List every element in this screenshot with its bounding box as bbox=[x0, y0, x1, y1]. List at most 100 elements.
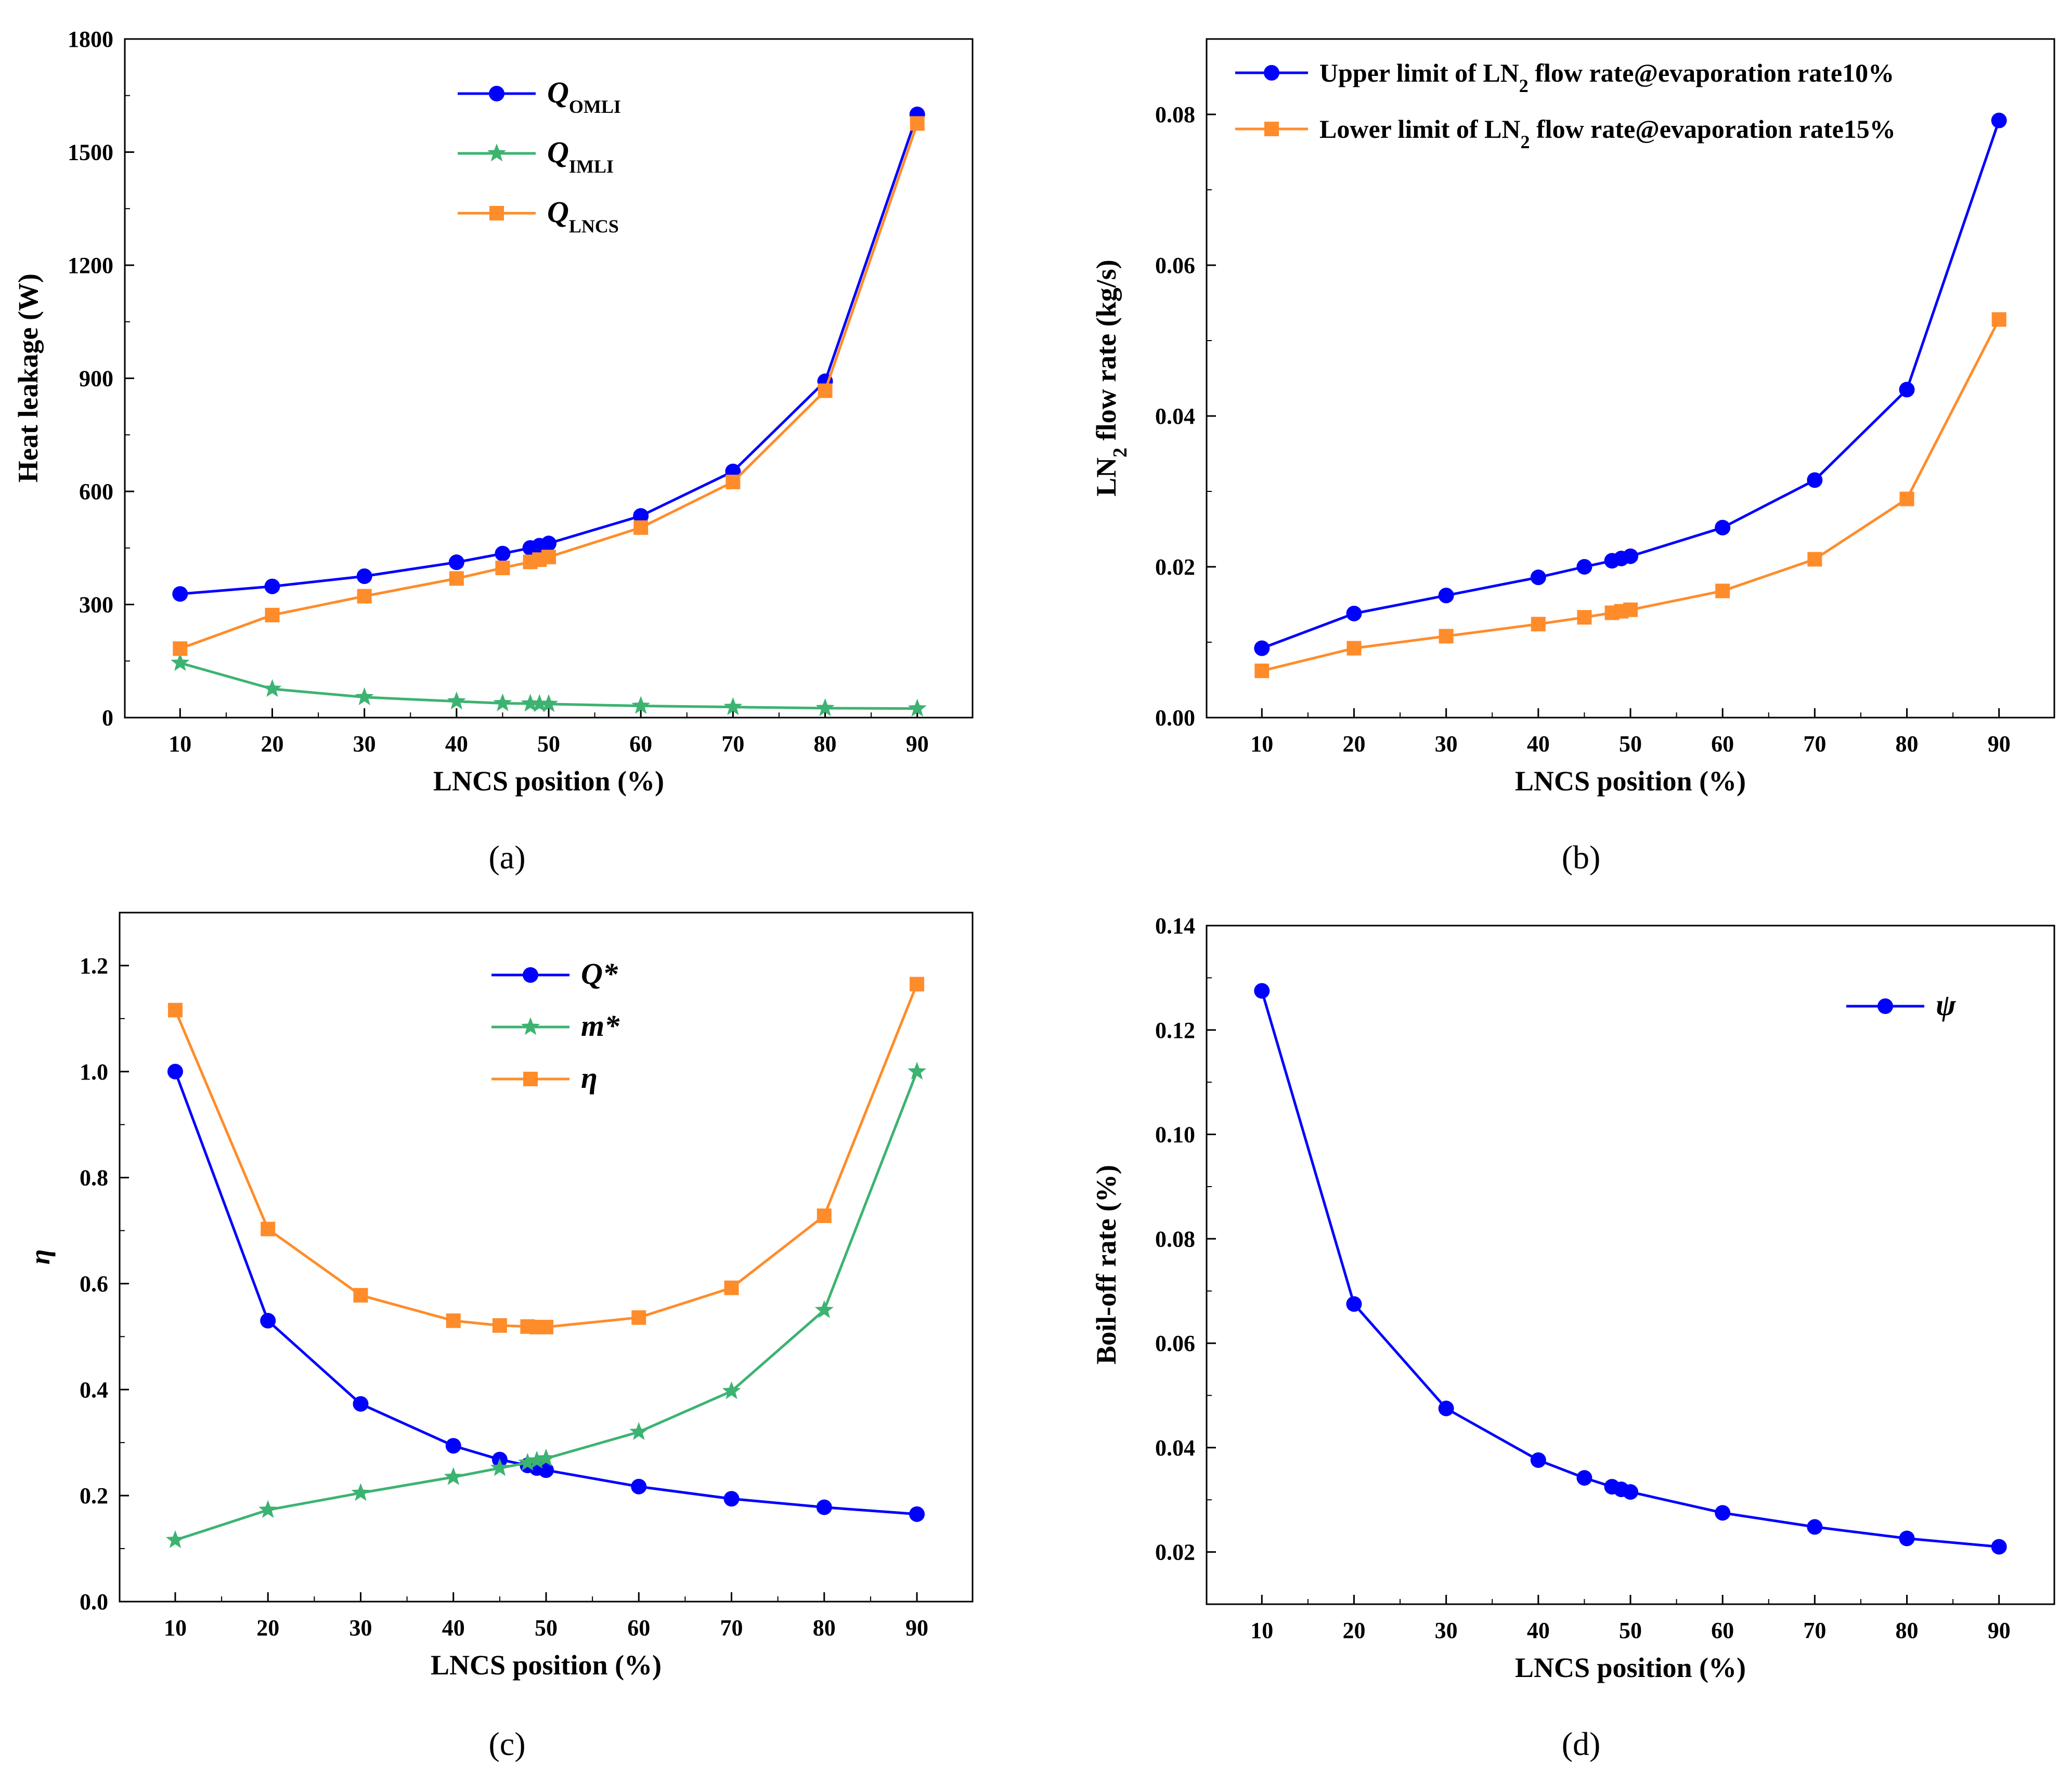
data-point bbox=[1576, 1470, 1592, 1486]
legend-label-main: Q bbox=[547, 135, 569, 169]
data-point bbox=[1623, 602, 1638, 617]
panel-label: (b) bbox=[1562, 839, 1601, 876]
legend-label-sub: 2 bbox=[1521, 132, 1530, 152]
data-point bbox=[722, 1381, 741, 1399]
y-tick-label: 600 bbox=[79, 479, 113, 504]
data-point bbox=[446, 1313, 461, 1328]
chart-panel-2: 10 20 30 40 50 60 70 80 90 0.0 0.2 0.4 0.6 0.8 1.0 1.2 L… bbox=[24, 912, 974, 1762]
data-point bbox=[1576, 559, 1592, 575]
series-line bbox=[1261, 120, 2001, 649]
series-line bbox=[1260, 990, 1999, 1549]
series-line bbox=[1261, 319, 2000, 672]
legend-label-sub: IMLI bbox=[569, 156, 614, 177]
data-point bbox=[1715, 583, 1730, 599]
y-tick-label: 0.02 bbox=[1155, 1540, 1195, 1565]
series-0 bbox=[172, 107, 925, 602]
legend-label: QIMLI bbox=[547, 135, 614, 177]
data-point bbox=[521, 694, 540, 712]
data-point bbox=[723, 1491, 740, 1507]
x-tick-label: 50 bbox=[1619, 1618, 1642, 1643]
data-point bbox=[495, 545, 511, 562]
data-point bbox=[444, 1467, 463, 1485]
data-point bbox=[817, 1208, 832, 1223]
data-point bbox=[492, 1318, 507, 1333]
y-tick-label: 300 bbox=[79, 592, 113, 618]
legend-marker bbox=[1877, 998, 1893, 1014]
y-axis-label-sub: 2 bbox=[1109, 448, 1131, 458]
x-tick-label: 70 bbox=[1803, 1618, 1826, 1643]
legend-marker bbox=[489, 86, 504, 101]
legend-label-sub: 2 bbox=[1519, 75, 1529, 96]
legend-label: Lower limit of LN2 flow rate@evaporation… bbox=[1319, 114, 1896, 152]
data-point bbox=[448, 554, 464, 570]
legend-label-main: m* bbox=[581, 1009, 620, 1043]
data-point bbox=[167, 1003, 183, 1018]
x-tick-label: 90 bbox=[1988, 1618, 2011, 1643]
x-axis-label: LNCS position (%) bbox=[431, 1649, 662, 1681]
data-point bbox=[258, 1500, 278, 1518]
y-tick-label: 0.8 bbox=[80, 1165, 108, 1191]
series-0 bbox=[1254, 112, 2007, 656]
x-tick-label: 30 bbox=[349, 1615, 372, 1641]
x-tick-label: 60 bbox=[629, 731, 652, 757]
data-point bbox=[1991, 1539, 2007, 1555]
series-2 bbox=[173, 116, 925, 656]
x-axis-label: LNCS position (%) bbox=[433, 765, 664, 797]
legend-label: QLNCS bbox=[547, 195, 619, 237]
data-point bbox=[908, 1061, 927, 1080]
data-point bbox=[1254, 664, 1270, 679]
series-0 bbox=[1254, 983, 2007, 1555]
data-point bbox=[541, 536, 556, 552]
y-axis-label: LN2 flow rate (kg/s) bbox=[1091, 259, 1131, 496]
y-tick-label: 0.04 bbox=[1155, 1435, 1195, 1461]
series-line bbox=[180, 114, 919, 595]
data-point bbox=[356, 568, 372, 584]
data-point bbox=[173, 641, 188, 656]
x-tick-label: 90 bbox=[905, 1615, 928, 1641]
chart-panel-1: 10 20 30 40 50 60 70 80 90 0.00 0.02 0.04 0.06 0.08 LN… bbox=[1091, 38, 2055, 876]
y-axis-label-main: η bbox=[24, 1249, 56, 1265]
data-point bbox=[633, 520, 649, 535]
x-tick-label: 50 bbox=[535, 1615, 558, 1641]
series-2 bbox=[167, 977, 925, 1335]
y-axis-label: η bbox=[24, 1249, 56, 1265]
x-tick-label: 70 bbox=[721, 731, 744, 757]
x-tick-label: 50 bbox=[537, 731, 560, 757]
x-tick-label: 20 bbox=[1342, 1618, 1365, 1643]
data-point bbox=[1531, 617, 1546, 632]
x-tick-label: 40 bbox=[1527, 731, 1550, 757]
legend-marker bbox=[523, 967, 538, 983]
data-point bbox=[1807, 472, 1823, 488]
y-axis-label-main: LN bbox=[1091, 458, 1122, 497]
y-axis-label-rest: flow rate (kg/s) bbox=[1091, 259, 1122, 447]
data-point bbox=[353, 1288, 368, 1303]
data-point bbox=[495, 561, 510, 576]
series-1 bbox=[165, 1061, 927, 1549]
x-tick-label: 20 bbox=[256, 1615, 279, 1641]
data-point bbox=[1623, 1484, 1638, 1500]
data-point bbox=[726, 474, 741, 489]
y-tick-label: 0.00 bbox=[1155, 705, 1195, 731]
data-point bbox=[264, 578, 280, 594]
data-point bbox=[263, 679, 282, 697]
data-point bbox=[357, 589, 372, 604]
y-tick-label: 0.06 bbox=[1155, 253, 1195, 278]
x-axis-label: LNCS position (%) bbox=[1515, 765, 1746, 797]
legend-label-main: Q bbox=[547, 195, 569, 229]
data-point bbox=[1899, 491, 1914, 506]
y-tick-label: 0.02 bbox=[1155, 554, 1195, 580]
x-tick-label: 80 bbox=[814, 731, 837, 757]
y-tick-label: 1.2 bbox=[80, 953, 108, 979]
legend-marker bbox=[1264, 122, 1279, 136]
legend-label: Q* bbox=[581, 957, 618, 991]
panel-label: (d) bbox=[1562, 1725, 1601, 1762]
legend-marker bbox=[487, 144, 507, 162]
x-tick-label: 90 bbox=[1988, 731, 2011, 757]
legend-label-main: Q* bbox=[581, 957, 618, 991]
data-point bbox=[447, 691, 466, 710]
data-point bbox=[265, 607, 280, 622]
data-point bbox=[631, 696, 651, 714]
data-point bbox=[1807, 552, 1822, 567]
x-tick-label: 20 bbox=[261, 731, 283, 757]
data-point bbox=[815, 698, 835, 717]
